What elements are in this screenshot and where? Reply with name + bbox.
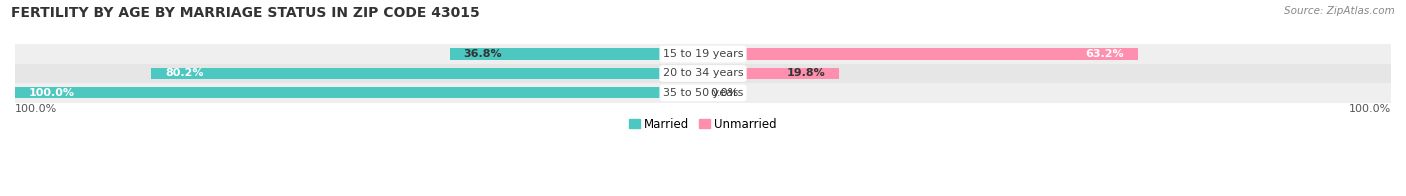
Bar xyxy=(450,48,703,60)
Text: 36.8%: 36.8% xyxy=(464,49,502,59)
Text: 20 to 34 years: 20 to 34 years xyxy=(662,68,744,78)
Text: FERTILITY BY AGE BY MARRIAGE STATUS IN ZIP CODE 43015: FERTILITY BY AGE BY MARRIAGE STATUS IN Z… xyxy=(11,6,479,20)
Text: 15 to 19 years: 15 to 19 years xyxy=(662,49,744,59)
Text: 100.0%: 100.0% xyxy=(15,104,58,114)
Text: 100.0%: 100.0% xyxy=(1348,104,1391,114)
Text: 63.2%: 63.2% xyxy=(1085,49,1123,59)
Bar xyxy=(152,68,703,79)
Text: Source: ZipAtlas.com: Source: ZipAtlas.com xyxy=(1284,6,1395,16)
Text: 35 to 50 years: 35 to 50 years xyxy=(662,88,744,98)
Text: 0.0%: 0.0% xyxy=(710,88,738,98)
Bar xyxy=(15,83,1391,103)
Text: 80.2%: 80.2% xyxy=(165,68,204,78)
Text: 19.8%: 19.8% xyxy=(787,68,825,78)
Bar xyxy=(15,64,1391,83)
Legend: Married, Unmarried: Married, Unmarried xyxy=(628,118,778,131)
Bar xyxy=(703,68,839,79)
Bar xyxy=(703,48,1137,60)
Bar xyxy=(15,87,703,99)
Bar xyxy=(15,44,1391,64)
Text: 100.0%: 100.0% xyxy=(28,88,75,98)
